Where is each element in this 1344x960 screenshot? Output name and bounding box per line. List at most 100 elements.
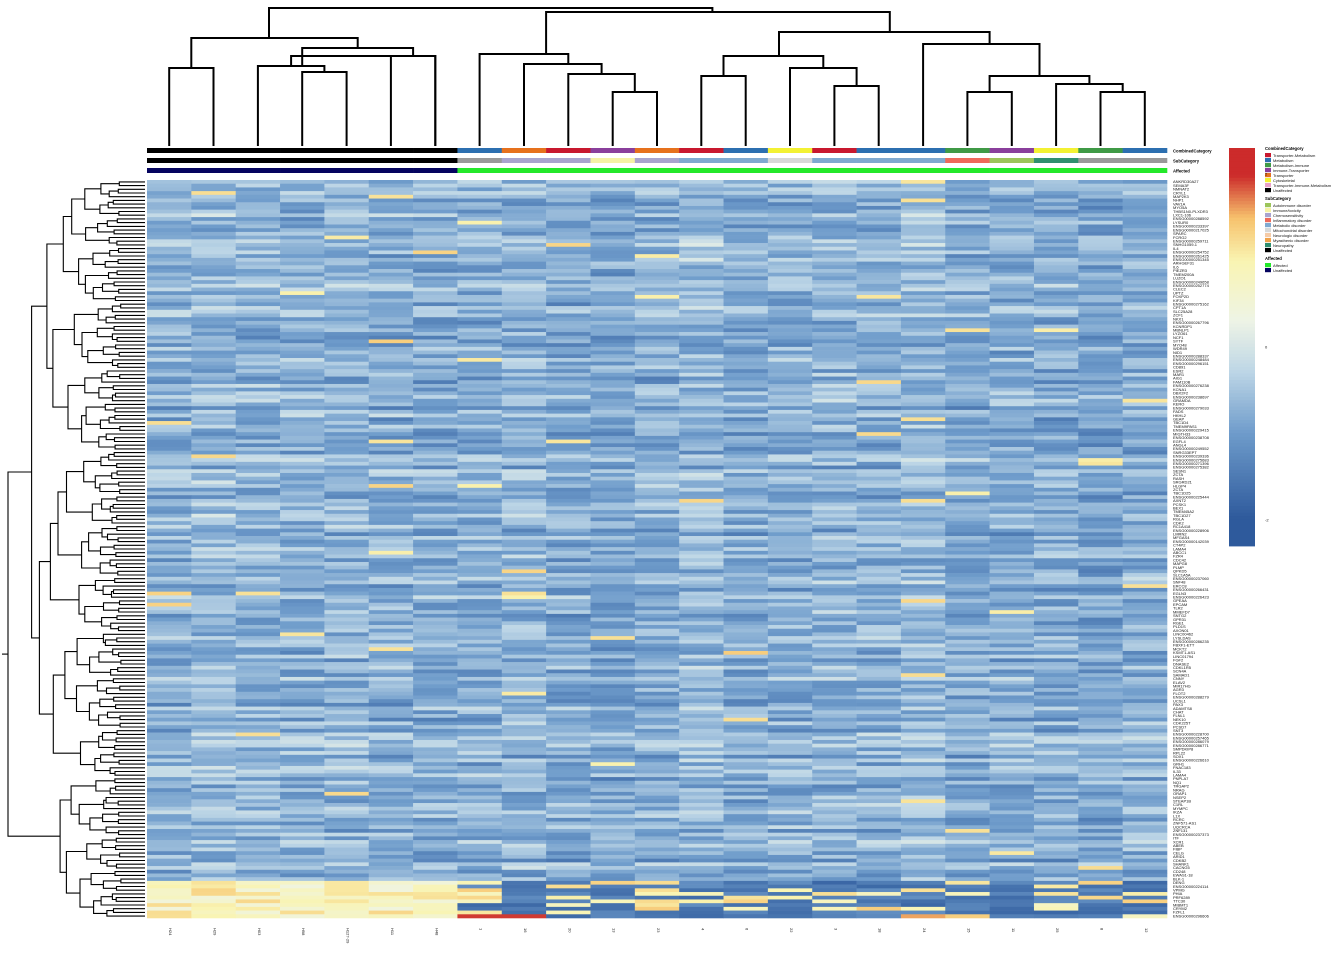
heatmap-cell [457, 725, 503, 730]
heatmap-cell [634, 658, 680, 663]
heatmap-cell [634, 413, 680, 418]
heatmap-cell [1122, 543, 1168, 548]
dendrogram-branch [118, 811, 145, 817]
heatmap-cell [679, 606, 724, 611]
heatmap-cell [368, 880, 414, 885]
heatmap-cell [900, 702, 946, 707]
heatmap-cell [280, 180, 325, 185]
heatmap-cell [324, 383, 370, 388]
heatmap-cell [457, 877, 503, 882]
heatmap-cell [191, 454, 236, 459]
heatmap-cell [767, 806, 813, 811]
heatmap-cell [413, 717, 458, 722]
heatmap-cell [812, 747, 857, 752]
heatmap-cell [1078, 739, 1123, 744]
heatmap-cell [856, 662, 902, 667]
heatmap-cell [989, 610, 1035, 615]
heatmap-cell [368, 561, 414, 566]
heatmap-cell [856, 680, 902, 685]
annotation-cell [280, 168, 325, 173]
heatmap-cell [368, 231, 414, 236]
heatmap-cell [767, 825, 813, 830]
heatmap-cell [1078, 346, 1123, 351]
heatmap-cell [634, 402, 680, 407]
heatmap-cell [723, 599, 769, 604]
heatmap-cell [457, 235, 503, 240]
heatmap-cell [368, 254, 414, 259]
heatmap-cell [501, 302, 547, 307]
heatmap-cell [634, 539, 680, 544]
heatmap-cell [368, 899, 414, 904]
heatmap-cell [767, 906, 813, 911]
heatmap-cell [191, 710, 236, 715]
heatmap-cell [324, 358, 370, 363]
heatmap-cell [413, 584, 458, 589]
heatmap-cell [900, 647, 946, 652]
heatmap-cell [723, 636, 769, 641]
heatmap-cell [280, 465, 325, 470]
heatmap-cell [812, 202, 857, 207]
heatmap-cell [280, 320, 325, 325]
row-label: TBC1D25 [1173, 491, 1191, 496]
heatmap-cell [280, 257, 325, 262]
heatmap-cell [413, 576, 458, 581]
heatmap-cell [590, 769, 636, 774]
heatmap-cell [457, 413, 503, 418]
heatmap-cell [590, 736, 636, 741]
heatmap-cell [723, 346, 769, 351]
heatmap-cell [191, 706, 236, 711]
dendrogram-branch [119, 489, 145, 494]
heatmap-cell [368, 391, 414, 396]
heatmap-cell [457, 328, 503, 333]
heatmap-cell [945, 873, 990, 878]
heatmap-cell [767, 747, 813, 752]
heatmap-cell [634, 795, 680, 800]
heatmap-cell [280, 402, 325, 407]
heatmap-cell [546, 895, 591, 900]
heatmap-cell [457, 302, 503, 307]
heatmap-cell [1033, 491, 1079, 496]
heatmap-cell [280, 272, 325, 277]
heatmap-cell [634, 294, 680, 299]
heatmap-cell [989, 383, 1035, 388]
heatmap-cell [767, 610, 813, 615]
heatmap-cell [235, 547, 281, 552]
heatmap-cell [413, 521, 458, 526]
heatmap-cell [546, 795, 591, 800]
heatmap-cell [235, 884, 281, 889]
heatmap-cell [546, 695, 591, 700]
heatmap-cell [546, 888, 591, 893]
heatmap-cell [413, 250, 458, 255]
heatmap-cell [235, 309, 281, 314]
row-label: PCSK1 [1173, 502, 1187, 507]
heatmap-cell [723, 662, 769, 667]
heatmap-cell [1122, 617, 1168, 622]
heatmap-cell [1033, 269, 1079, 274]
heatmap-cell [590, 361, 636, 366]
heatmap-cell [945, 610, 990, 615]
heatmap-cell [413, 417, 458, 422]
heatmap-cell [590, 276, 636, 281]
heatmap-cell [413, 821, 458, 826]
heatmap-cell [191, 788, 236, 793]
heatmap-cell [324, 650, 370, 655]
heatmap-cell [324, 840, 370, 845]
heatmap-cell [368, 283, 414, 288]
heatmap-cell [413, 810, 458, 815]
heatmap-cell [324, 291, 370, 296]
heatmap-cell [368, 202, 414, 207]
heatmap-cell [900, 732, 946, 737]
heatmap-cell [457, 695, 503, 700]
heatmap-cell [634, 836, 680, 841]
heatmap-cell [1122, 513, 1168, 518]
heatmap-cell [147, 817, 192, 822]
dendrogram-branch [118, 600, 145, 606]
heatmap-cell [945, 421, 990, 426]
heatmap-cell [1122, 432, 1168, 437]
heatmap-cell [457, 780, 503, 785]
heatmap-cell [634, 573, 680, 578]
heatmap-cell [1122, 777, 1168, 782]
heatmap-cell [1033, 213, 1079, 218]
heatmap-cell [546, 673, 591, 678]
heatmap-cell [413, 847, 458, 852]
